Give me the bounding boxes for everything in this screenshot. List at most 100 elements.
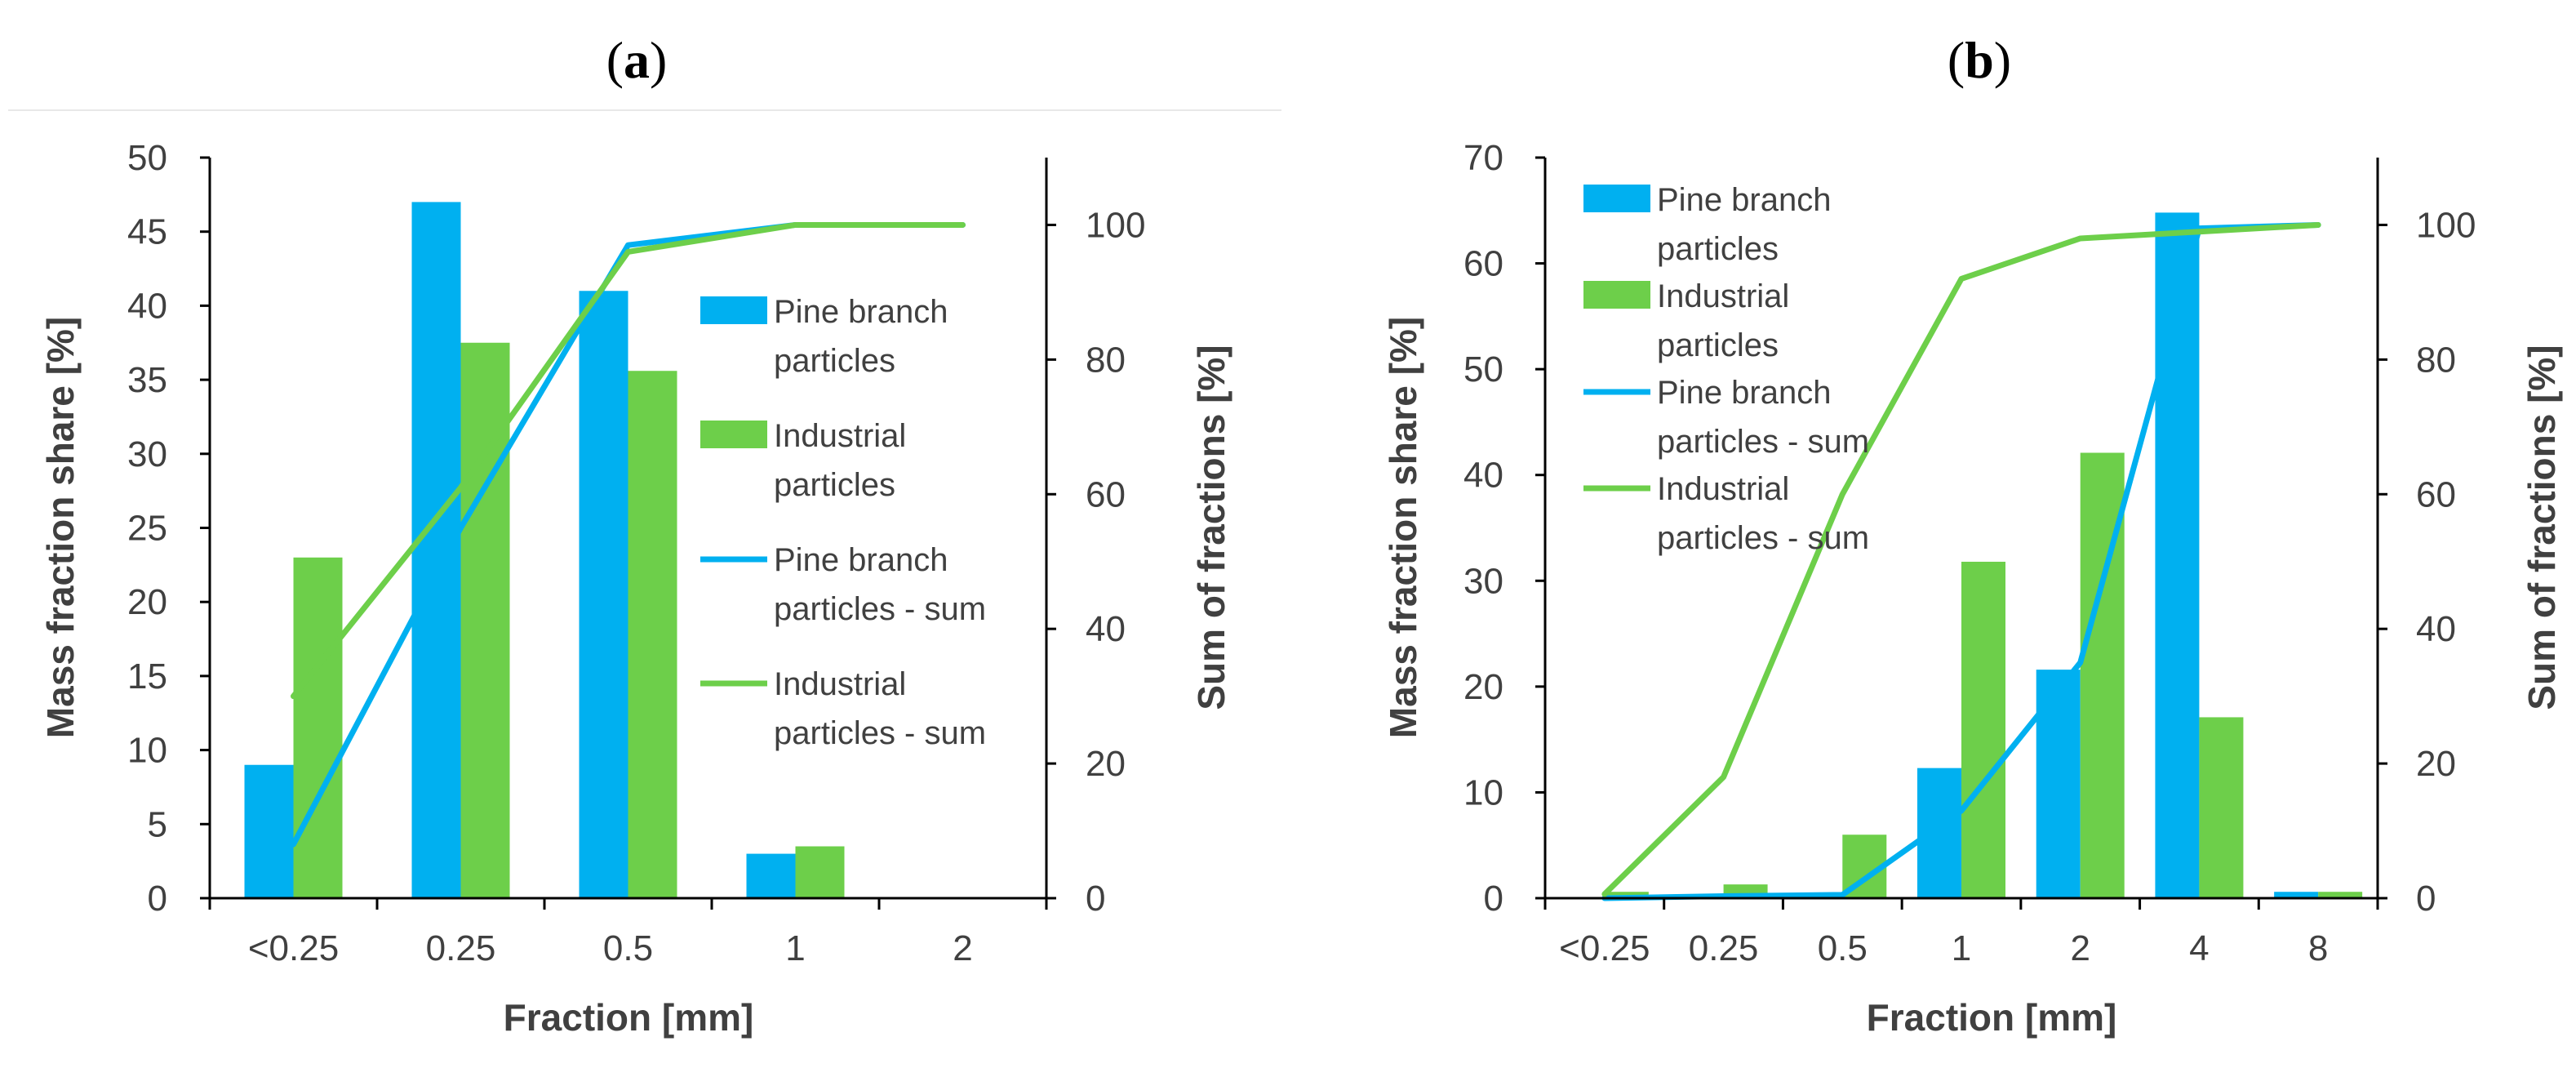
bar-pine-branch-3 bbox=[1917, 768, 1961, 898]
legend-marker-0 bbox=[1583, 185, 1650, 212]
y2-tick-label: 0 bbox=[2416, 879, 2436, 919]
y2-tick-label: 40 bbox=[2416, 609, 2456, 649]
panel-label-close: ) bbox=[1994, 31, 2011, 89]
y-axis-title: Mass fraction share [%] bbox=[39, 317, 82, 738]
legend-label-3: Industrial bbox=[774, 666, 906, 702]
line-industrial-sum bbox=[1601, 221, 2321, 897]
bar-industrial-3 bbox=[1961, 561, 2005, 898]
y2-tick-label: 100 bbox=[1086, 205, 1145, 245]
legend-label-0: Pine branch bbox=[1657, 182, 1831, 218]
panel-label-open: ( bbox=[1948, 31, 1965, 89]
legend-label-2: particles - sum bbox=[774, 591, 986, 627]
y2-tick-label: 20 bbox=[1086, 744, 1126, 784]
y-tick-label: 10 bbox=[127, 731, 167, 771]
y-tick-label: 30 bbox=[127, 434, 167, 474]
legend-marker-1 bbox=[1583, 281, 1650, 309]
legend-label-0: particles bbox=[774, 343, 895, 379]
x-tick-label: <0.25 bbox=[248, 928, 339, 968]
legend-label-2: Pine branch bbox=[1657, 375, 1831, 411]
bar-industrial-5 bbox=[2199, 717, 2244, 898]
y2-tick-label: 80 bbox=[2416, 340, 2456, 380]
bar-pine-branch-1 bbox=[411, 202, 461, 899]
chart-panel-b: (b) 0 10 20 30 40 50 60 70 0 20 40 60 80 100 <0.25 0.25 0… bbox=[1382, 31, 2563, 1039]
x-tick-label: 0.25 bbox=[426, 928, 496, 968]
y2-tick-label: 20 bbox=[2416, 744, 2456, 784]
legend-label-3: Industrial bbox=[1657, 471, 1789, 507]
y2-tick-label: 60 bbox=[2416, 474, 2456, 514]
legend-label-0: particles bbox=[1657, 231, 1779, 267]
x-axis-title: Fraction [mm] bbox=[1867, 996, 2117, 1039]
panel-label: (b) bbox=[1948, 31, 2011, 89]
legend-marker-1 bbox=[700, 421, 767, 448]
chart-panel-a: (a) 0 5 10 15 20 25 30 35 40 45 50 0 20 40 60 80 100 <0.25… bbox=[8, 31, 1281, 1039]
bar-pine-branch-5 bbox=[2155, 212, 2200, 898]
y-tick-label: 35 bbox=[127, 360, 167, 400]
y-tick-label: 0 bbox=[1484, 879, 1503, 919]
y2-tick-label: 80 bbox=[1086, 340, 1126, 380]
x-tick-label: 0.5 bbox=[603, 928, 653, 968]
legend-marker-0 bbox=[700, 296, 767, 324]
x-tick-label: 4 bbox=[2189, 928, 2209, 968]
x-tick-label: 1 bbox=[1952, 928, 1971, 968]
y-tick-label: 40 bbox=[127, 286, 167, 326]
x-tick-label: 1 bbox=[785, 928, 805, 968]
legend-label-1: Industrial bbox=[774, 418, 906, 454]
legend-label-3: particles - sum bbox=[1657, 520, 1869, 556]
x-tick-label: 2 bbox=[953, 928, 972, 968]
legend-label-1: particles bbox=[1657, 327, 1779, 363]
bar-industrial-0 bbox=[293, 557, 343, 898]
bar-industrial-1 bbox=[460, 342, 510, 898]
y2-tick-label: 100 bbox=[2416, 205, 2476, 245]
x-axis-title: Fraction [mm] bbox=[504, 996, 754, 1039]
bar-pine-branch-0 bbox=[244, 764, 294, 898]
y-tick-label: 20 bbox=[127, 582, 167, 622]
x-tick-label: 0.25 bbox=[1689, 928, 1759, 968]
legend-label-1: Industrial bbox=[1657, 278, 1789, 314]
y-tick-label: 50 bbox=[1463, 349, 1503, 389]
x-tick-label: 0.5 bbox=[1818, 928, 1868, 968]
y-tick-label: 10 bbox=[1463, 772, 1503, 812]
legend-label-0: Pine branch bbox=[774, 294, 948, 330]
y2-axis-title: Sum of fractions [%] bbox=[2520, 345, 2563, 710]
legend-label-2: Pine branch bbox=[774, 542, 948, 578]
y2-tick-label: 60 bbox=[1086, 474, 1126, 514]
legend: Pine branch particles Industrial particles P… bbox=[700, 294, 986, 751]
panel-label: (a) bbox=[606, 31, 668, 89]
x-tick-label: 8 bbox=[2308, 928, 2328, 968]
y-tick-label: 70 bbox=[1463, 138, 1503, 178]
y-tick-label: 50 bbox=[127, 138, 167, 178]
y-tick-label: 40 bbox=[1463, 456, 1503, 496]
y-axis-title: Mass fraction share [%] bbox=[1382, 317, 1424, 738]
bar-industrial-6 bbox=[2318, 892, 2363, 898]
bar-pine-branch-2 bbox=[579, 291, 628, 898]
legend-label-3: particles - sum bbox=[774, 715, 986, 751]
panel-label-letter: b bbox=[1965, 31, 1994, 89]
y-tick-label: 20 bbox=[1463, 667, 1503, 707]
y-tick-label: 30 bbox=[1463, 561, 1503, 601]
x-tick-label: <0.25 bbox=[1559, 928, 1650, 968]
y2-axis-title: Sum of fractions [%] bbox=[1190, 345, 1232, 710]
y-tick-label: 60 bbox=[1463, 244, 1503, 284]
panel-label-open: ( bbox=[606, 31, 624, 89]
legend: Pine branch particles Industrial particles P… bbox=[1583, 182, 1869, 556]
bar-industrial-3 bbox=[795, 846, 845, 898]
y2-tick-label: 40 bbox=[1086, 609, 1126, 649]
bar-pine-branch-6 bbox=[2274, 892, 2319, 898]
y-tick-label: 5 bbox=[148, 804, 167, 844]
bar-pine-branch-4 bbox=[2036, 670, 2081, 898]
line-industrial-sum bbox=[291, 221, 966, 700]
y2-tick-label: 0 bbox=[1086, 879, 1105, 919]
legend-label-1: particles bbox=[774, 467, 895, 503]
bar-industrial-2 bbox=[628, 371, 677, 898]
bar-pine-branch-3 bbox=[746, 853, 796, 898]
panel-label-letter: a bbox=[624, 31, 650, 89]
panel-label-close: ) bbox=[650, 31, 667, 89]
legend-label-2: particles - sum bbox=[1657, 424, 1869, 460]
line-pine-branch-sum bbox=[1601, 221, 2321, 901]
y-tick-label: 25 bbox=[127, 509, 167, 549]
y-tick-label: 45 bbox=[127, 212, 167, 252]
y-tick-label: 15 bbox=[127, 656, 167, 696]
y-tick-label: 0 bbox=[148, 879, 167, 919]
x-tick-label: 2 bbox=[2070, 928, 2090, 968]
